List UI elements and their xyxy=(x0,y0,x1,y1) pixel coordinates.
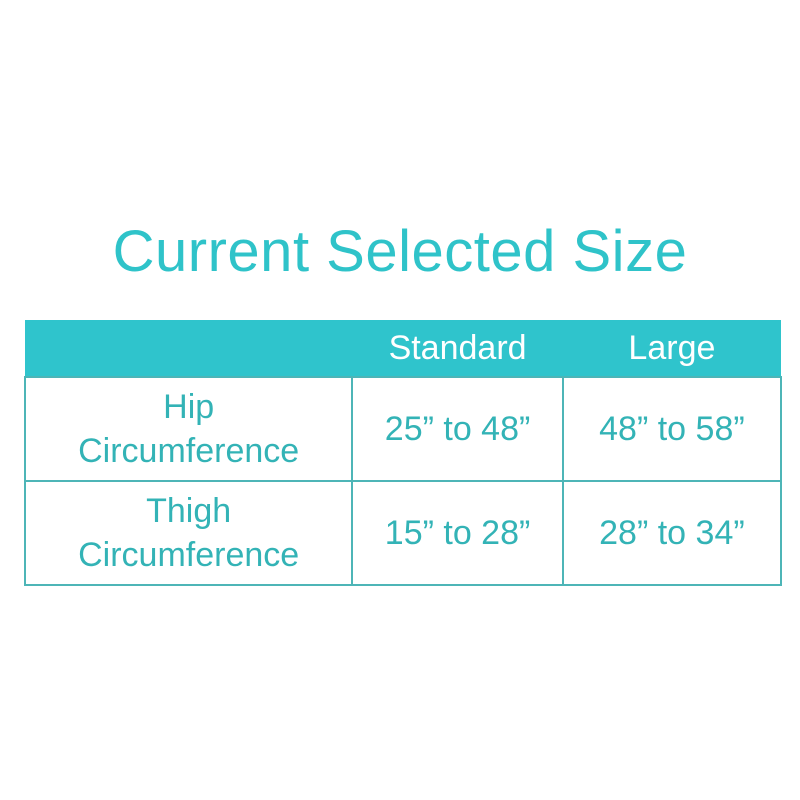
header-empty xyxy=(25,320,353,377)
page-title: Current Selected Size xyxy=(112,219,688,284)
standard-value: 15” to 28” xyxy=(351,480,564,586)
row-label-line2: Circumference xyxy=(78,432,300,470)
large-value: 48” to 58” xyxy=(561,376,783,482)
header-standard: Standard xyxy=(352,320,563,377)
standard-value: 25” to 48” xyxy=(351,376,564,482)
row-label-line1: Hip xyxy=(163,388,215,426)
size-table: Standard Large Hip Circumference 25” to 4… xyxy=(23,320,783,586)
table-row: Thigh Circumference 15” to 28” 28” to 34” xyxy=(23,480,783,586)
header-large: Large xyxy=(562,320,781,377)
table-header-row: Standard Large xyxy=(25,320,781,377)
table-row: Hip Circumference 25” to 48” 48” to 58” xyxy=(23,376,783,482)
row-label: Hip Circumference xyxy=(23,376,354,482)
row-label: Thigh Circumference xyxy=(23,480,354,586)
row-label-line1: Thigh xyxy=(146,492,232,530)
large-value: 28” to 34” xyxy=(561,480,783,586)
row-label-line2: Circumference xyxy=(78,536,300,574)
